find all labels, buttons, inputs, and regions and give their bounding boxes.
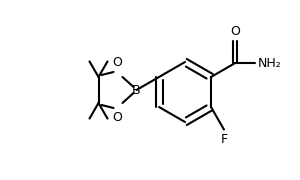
Text: F: F [220, 132, 227, 145]
Text: O: O [230, 25, 240, 38]
Text: O: O [112, 111, 122, 124]
Text: NH₂: NH₂ [258, 57, 282, 69]
Text: B: B [132, 84, 141, 96]
Text: O: O [112, 56, 122, 69]
